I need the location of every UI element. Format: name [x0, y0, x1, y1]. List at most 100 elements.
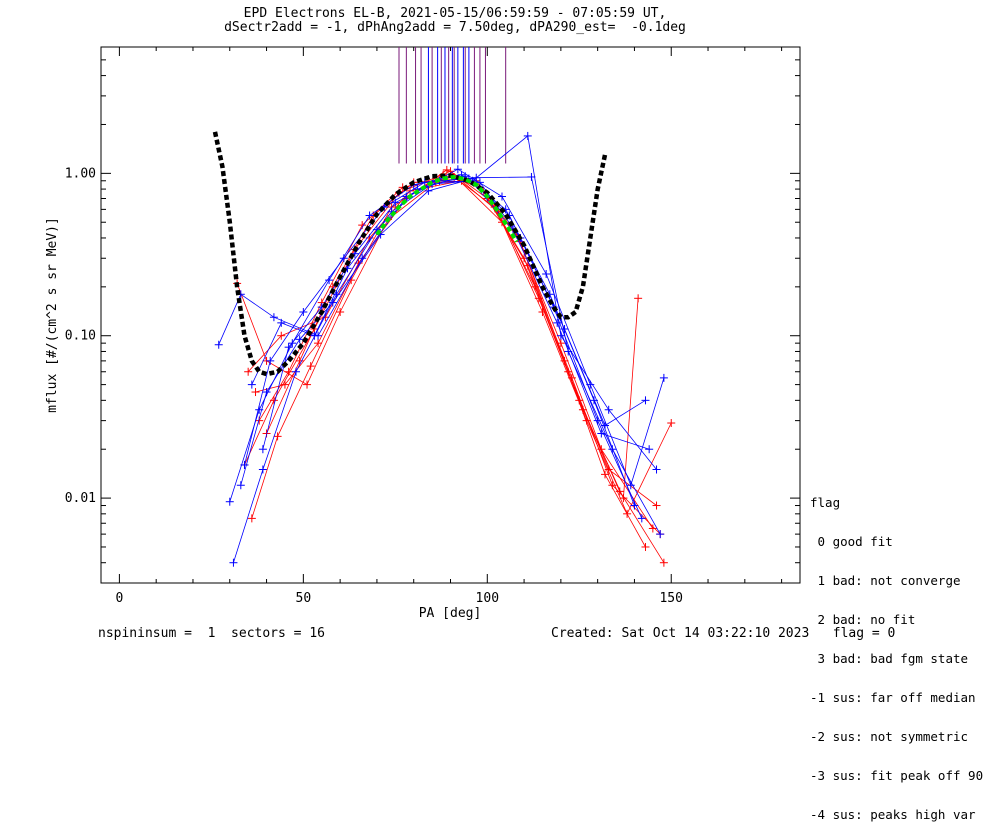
data-point-red — [634, 294, 643, 303]
data-point-blue — [475, 178, 484, 187]
data-point-blue — [339, 254, 348, 263]
data-point-blue — [391, 198, 400, 207]
fit-curve-green — [375, 174, 519, 243]
data-point-red — [273, 432, 282, 441]
data-point-blue — [523, 131, 532, 140]
data-point-blue — [420, 178, 429, 187]
data-point-blue — [656, 530, 665, 539]
data-point-red — [659, 558, 668, 567]
series-line-red — [255, 169, 657, 506]
x-axis-label: PA [deg] — [419, 606, 482, 621]
data-point-red — [619, 494, 628, 503]
data-point-blue — [365, 211, 374, 220]
data-point-blue — [291, 367, 300, 376]
data-point-blue — [652, 465, 661, 474]
plot-frame — [100, 46, 801, 584]
data-point-blue — [556, 331, 565, 340]
data-point-red — [244, 367, 253, 376]
legend-title: flag — [810, 495, 841, 510]
series-line-red — [258, 176, 665, 563]
data-point-red — [648, 524, 657, 533]
data-point-blue — [229, 558, 238, 567]
y-axis-label: mflux [#/(cm^2 s sr MeV)] — [45, 217, 60, 413]
data-point-blue — [328, 298, 337, 307]
data-point-red — [321, 313, 330, 322]
data-point-red — [314, 339, 323, 348]
data-point-red — [280, 380, 289, 389]
data-point-blue — [604, 405, 613, 414]
data-point-blue — [258, 445, 267, 454]
legend-item: -1 sus: far off median — [810, 690, 976, 705]
series-line-red — [251, 174, 646, 548]
x-tick-label: 0 — [115, 591, 123, 606]
data-point-red — [623, 509, 632, 518]
legend-item: 3 bad: bad fgm state — [810, 651, 969, 666]
data-point-blue — [472, 173, 481, 182]
data-point-red — [295, 356, 304, 365]
data-point-red — [578, 405, 587, 414]
data-point-red — [277, 331, 286, 340]
series-group — [214, 131, 676, 567]
y-tick-label: 1.00 — [65, 166, 96, 181]
data-point-blue — [601, 421, 610, 430]
data-point-blue — [560, 325, 569, 334]
data-point-blue — [214, 340, 223, 349]
data-point-red — [251, 388, 260, 397]
legend-item: -3 sus: fit peak off 90 — [810, 768, 984, 783]
data-point-blue — [589, 396, 598, 405]
data-point-red — [336, 307, 345, 316]
data-point-blue — [247, 380, 256, 389]
data-point-blue — [225, 497, 234, 506]
data-point-blue — [262, 388, 271, 397]
data-point-blue — [266, 356, 275, 365]
series-line-blue — [229, 174, 635, 506]
legend-item: -2 sus: not symmetric — [810, 729, 969, 744]
data-point-red — [601, 470, 610, 479]
x-tick-label: 50 — [296, 591, 312, 606]
data-point-blue — [236, 481, 245, 490]
data-point-blue — [310, 331, 319, 340]
data-point-red — [406, 186, 415, 195]
data-point-red — [534, 294, 543, 303]
fit-curves — [212, 131, 608, 377]
legend-item: 0 good fit — [810, 534, 893, 549]
data-point-red — [652, 501, 661, 510]
data-point-blue — [299, 307, 308, 316]
data-point-blue — [277, 318, 286, 327]
data-point-blue — [553, 318, 562, 327]
axes-ticks: 0 50 100 150 0.01 0.10 1.00 — [65, 46, 800, 606]
data-point-red — [667, 419, 676, 428]
chart-area: 0 50 100 150 0.01 0.10 1.00 PA [deg] mflux [#/… — [45, 46, 801, 621]
data-point-red — [306, 362, 315, 371]
data-point-blue — [240, 460, 249, 469]
x-tick-label: 150 — [659, 591, 682, 606]
data-point-blue — [453, 165, 462, 174]
data-point-blue — [498, 192, 507, 201]
data-point-blue — [564, 347, 573, 356]
legend-item: 2 bad: no fit — [810, 612, 916, 627]
flag-legend: flag 0 good fit 1 bad: not converge 2 ba… — [810, 470, 983, 834]
vertical-marker-lines — [398, 47, 507, 164]
x-tick-label: 100 — [476, 591, 499, 606]
data-point-blue — [295, 335, 304, 344]
fit-curve-black — [212, 131, 608, 377]
series-line-red — [244, 170, 661, 535]
chart-title-line1: EPD Electrons EL-B, 2021-05-15/06:59:59 … — [243, 6, 667, 21]
data-point-red — [556, 339, 565, 348]
data-point-blue — [527, 172, 536, 181]
series-line-blue — [240, 176, 661, 535]
footer-created-info: Created: Sat Oct 14 03:22:10 2023 flag =… — [551, 626, 896, 641]
chart-title-line2: dSectr2add = -1, dPhAng2add = 7.50deg, d… — [224, 20, 686, 35]
data-point-blue — [608, 445, 617, 454]
y-tick-label: 0.01 — [65, 491, 96, 506]
y-tick-label: 0.10 — [65, 329, 96, 344]
data-point-blue — [645, 445, 654, 454]
data-point-blue — [597, 429, 606, 438]
data-point-blue — [284, 343, 293, 352]
data-point-blue — [641, 396, 650, 405]
footer-spin-info: nspininsum = 1 sectors = 16 — [98, 626, 325, 641]
data-point-red — [247, 514, 256, 523]
data-point-blue — [637, 514, 646, 523]
legend-item: 1 bad: not converge — [810, 573, 961, 588]
data-point-red — [641, 542, 650, 551]
